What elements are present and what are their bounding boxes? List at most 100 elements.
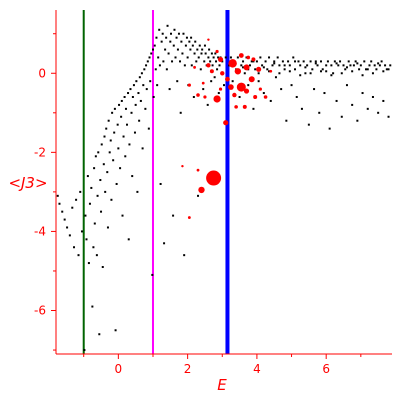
data-point — [58, 202, 61, 205]
data-point — [206, 103, 209, 106]
data-point — [354, 60, 357, 63]
data-point — [269, 69, 273, 73]
data-point — [184, 44, 187, 47]
data-point — [287, 60, 290, 63]
data-point — [258, 87, 262, 91]
data-point — [294, 60, 297, 63]
data-point — [292, 56, 295, 59]
data-point — [110, 198, 113, 201]
data-point — [220, 71, 225, 76]
y-tick-label: -4 — [34, 224, 46, 238]
data-point — [141, 147, 144, 150]
data-point — [366, 68, 369, 71]
data-point — [347, 60, 350, 63]
y-tick-label: -2 — [34, 145, 46, 159]
data-point — [382, 70, 385, 73]
data-point — [197, 194, 200, 197]
data-point — [213, 95, 221, 103]
data-point — [188, 40, 191, 43]
x-axis-label: E — [217, 376, 227, 394]
x-tick-label: 6 — [322, 362, 330, 376]
data-point — [217, 56, 220, 59]
data-point — [107, 119, 110, 122]
x-tick-label: 0 — [115, 362, 123, 376]
data-point — [213, 76, 216, 79]
data-point — [361, 74, 364, 77]
data-point — [111, 111, 114, 114]
data-point — [257, 80, 260, 83]
data-point — [108, 151, 111, 154]
data-point — [119, 167, 122, 170]
data-point — [323, 92, 326, 95]
data-point — [120, 115, 123, 118]
data-point — [165, 36, 168, 39]
data-point — [276, 56, 279, 59]
data-point — [309, 60, 312, 63]
data-point — [264, 60, 267, 63]
data-point — [152, 95, 155, 98]
data-point — [56, 194, 59, 197]
data-point — [254, 68, 257, 71]
data-point — [231, 80, 234, 83]
data-point — [344, 68, 347, 71]
axes — [55, 10, 392, 355]
data-point — [294, 68, 297, 71]
data-point — [210, 52, 213, 55]
data-point — [307, 123, 310, 126]
data-point — [146, 60, 149, 63]
data-point — [128, 143, 131, 146]
data-point — [300, 107, 303, 110]
data-point — [113, 131, 116, 134]
data-point — [174, 56, 177, 59]
data-point — [203, 60, 206, 63]
data-point — [177, 32, 180, 35]
data-point — [151, 48, 154, 51]
data-point — [145, 88, 148, 91]
data-point — [325, 70, 328, 73]
data-point — [209, 69, 214, 74]
data-point — [240, 64, 243, 67]
data-point — [349, 64, 352, 67]
data-point — [164, 48, 167, 51]
data-point — [185, 36, 188, 39]
data-point — [196, 93, 200, 97]
data-point — [325, 64, 328, 67]
data-point — [299, 74, 302, 77]
x-tick-label: 2 — [184, 362, 192, 376]
data-point — [345, 66, 348, 69]
data-point — [273, 62, 276, 65]
data-point — [189, 48, 192, 51]
data-point — [234, 68, 242, 75]
data-point — [304, 72, 307, 75]
data-point — [313, 88, 316, 91]
data-point — [101, 266, 104, 269]
data-point — [330, 74, 333, 77]
data-point — [373, 64, 376, 67]
data-point — [113, 107, 116, 110]
data-point — [106, 171, 109, 174]
data-point — [207, 38, 210, 41]
data-point — [161, 32, 164, 35]
data-point — [135, 80, 138, 83]
data-point — [200, 52, 203, 55]
data-point — [127, 238, 130, 241]
data-point — [166, 24, 169, 27]
data-point — [340, 115, 343, 118]
data-point — [229, 56, 232, 59]
data-point — [175, 36, 178, 39]
data-point — [159, 182, 162, 185]
data-point — [248, 64, 251, 67]
data-point — [116, 123, 119, 126]
data-point — [66, 226, 69, 229]
data-point — [183, 64, 186, 67]
data-point — [80, 230, 83, 233]
data-point — [120, 99, 123, 102]
data-point — [88, 202, 91, 205]
data-point — [252, 107, 255, 110]
data-point — [95, 254, 98, 257]
data-point — [93, 167, 96, 170]
data-point — [223, 120, 229, 126]
data-point — [248, 76, 255, 83]
data-point — [96, 194, 99, 197]
data-point — [377, 111, 380, 114]
